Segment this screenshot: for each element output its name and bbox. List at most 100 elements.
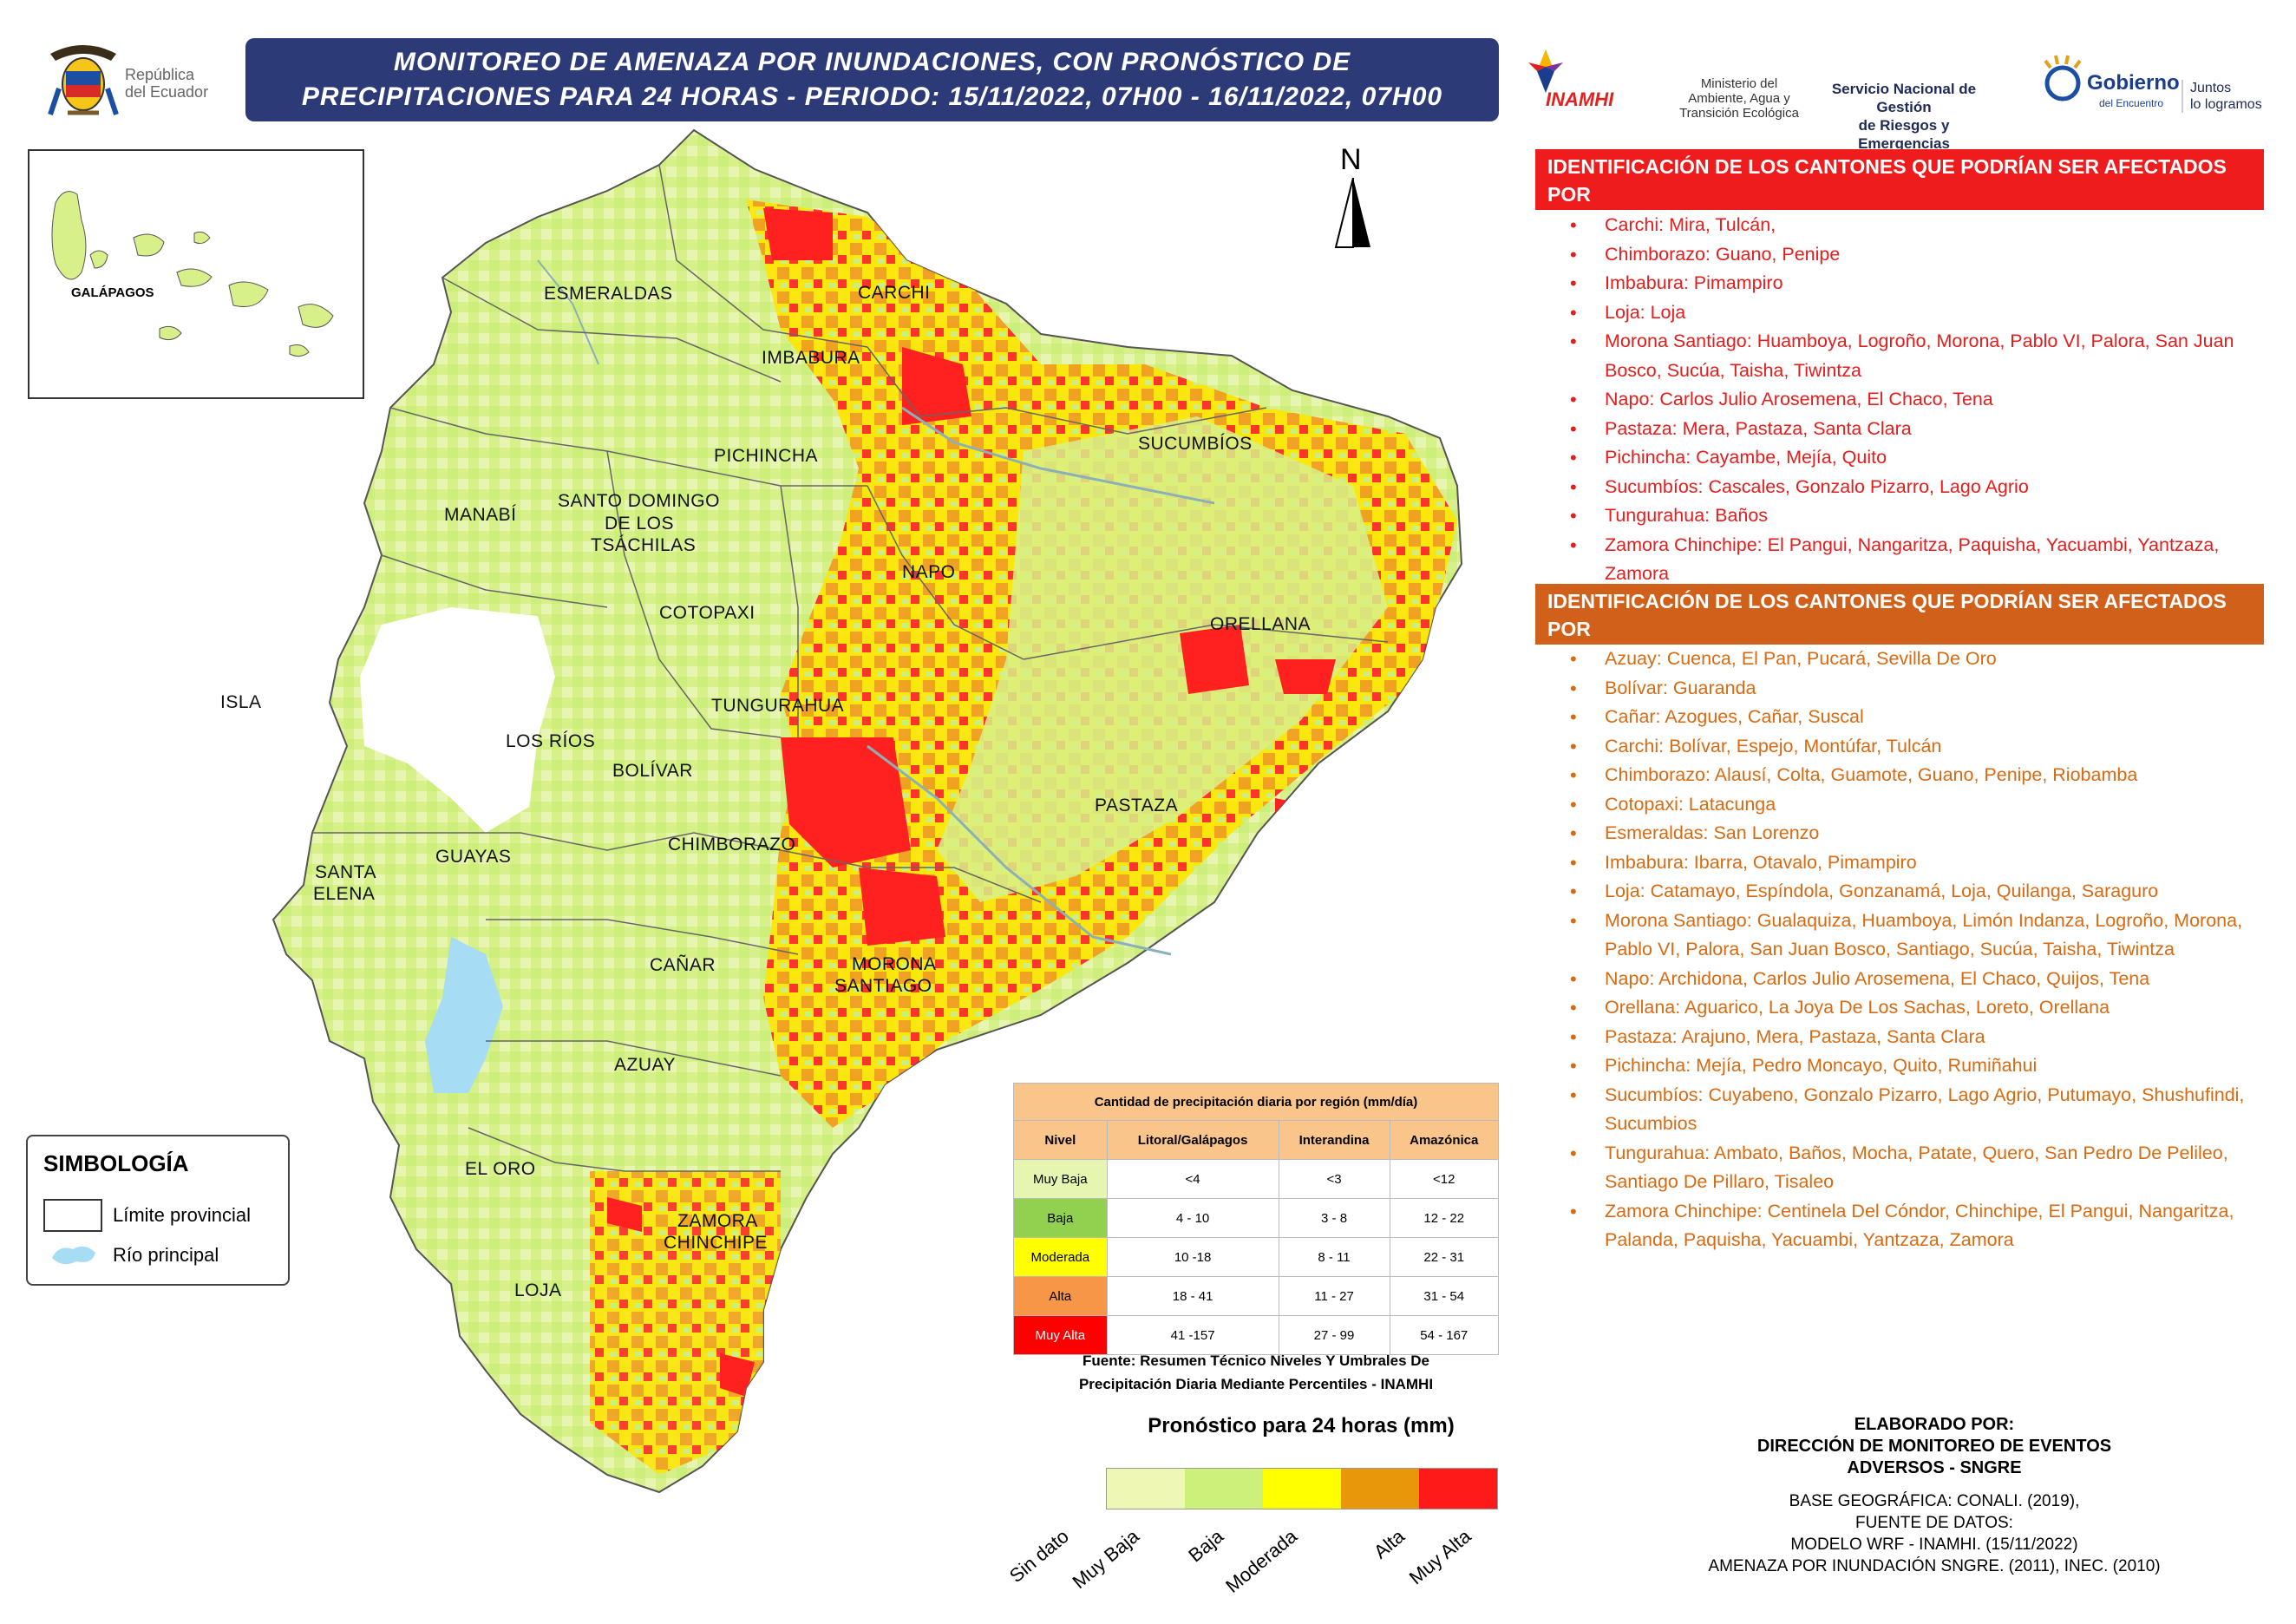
list-item: Sucumbíos: Cuyabeno, Gonzalo Pizarro, La… [1570, 1081, 2264, 1139]
list-item: Napo: Archidona, Carlos Julio Arosemena,… [1570, 965, 2264, 994]
alta-heading-line1: IDENTIFICACIÓN DE LOS CANTONES QUE PODRÍ… [1547, 590, 2227, 640]
list-item: Tungurahua: Ambato, Baños, Mocha, Patate… [1570, 1139, 2264, 1197]
table-header-nivel: Nivel [1013, 1120, 1108, 1160]
scale-swatch-moderada [1263, 1469, 1341, 1509]
list-item: Orellana: Aguarico, La Joya De Los Sacha… [1570, 993, 2264, 1023]
muy-alta-list: Carchi: Mira, Tulcán, Chimborazo: Guano,… [1570, 211, 2264, 589]
list-item: Chimborazo: Guano, Penipe [1570, 240, 2264, 270]
forecast-scale-title: Pronóstico para 24 horas (mm) [1148, 1414, 1455, 1437]
ecuador-map [272, 129, 1462, 1493]
label-bolivar: BOLÍVAR [612, 761, 693, 781]
inamhi-text: INAMHI [1546, 88, 1614, 110]
list-item: Zamora Chinchipe: Centinela Del Cóndor, … [1570, 1197, 2264, 1255]
ministerio-line2: Ambiente, Agua y [1688, 91, 1790, 106]
label-zamora-chinchipe-2: CHINCHIPE [664, 1233, 769, 1253]
label-imbabura: IMBABURA [762, 348, 860, 368]
ministerio-logo: Ministerio del Ambiente, Agua y Transici… [1678, 76, 1800, 121]
list-item: Morona Santiago: Gualaquiza, Huamboya, L… [1570, 907, 2264, 965]
table-source-line2: Precipitación Diaria Mediante Percentile… [1078, 1376, 1434, 1392]
river-swatch-icon [52, 1246, 95, 1265]
label-santo-domingo-1: SANTO DOMINGO [558, 491, 720, 511]
litoral-cell: 10 -18 [1106, 1237, 1279, 1277]
symbology-legend: SIMBOLOGÍA Límite provincial Río princip… [26, 1135, 290, 1286]
level-cell: Muy Baja [1013, 1159, 1108, 1199]
list-item: Cañar: Azogues, Cañar, Suscal [1570, 703, 2264, 732]
list-item: Imbabura: Pimampiro [1570, 269, 2264, 298]
scale-swatch-alta [1341, 1469, 1419, 1509]
list-item: Pichincha: Cayambe, Mejía, Quito [1570, 443, 2264, 473]
muy-alta-heading: IDENTIFICACIÓN DE LOS CANTONES QUE PODRÍ… [1535, 149, 2264, 233]
label-esmeraldas: ESMERALDAS [544, 284, 673, 304]
interandina-cell: <3 [1278, 1159, 1390, 1199]
list-item: Sucumbíos: Cascales, Gonzalo Pizarro, La… [1570, 473, 2264, 502]
alta-heading: IDENTIFICACIÓN DE LOS CANTONES QUE PODRÍ… [1535, 584, 2264, 668]
label-pichincha: PICHINCHA [714, 446, 819, 466]
coat-of-arms-icon [48, 45, 119, 115]
table-row: Muy Baja <4 <3 <12 [1013, 1159, 1499, 1199]
amazonica-cell: 54 - 167 [1389, 1315, 1499, 1355]
list-item: Loja: Loja [1570, 298, 2264, 328]
list-item: Pichincha: Mejía, Pedro Moncayo, Quito, … [1570, 1051, 2264, 1081]
label-los-rios: LOS RÍOS [506, 731, 596, 751]
ecuador-logo: República del Ecuador [42, 36, 241, 123]
alta-list: Azuay: Cuenca, El Pan, Pucará, Sevilla D… [1570, 645, 2264, 1255]
sngre-line2: de Riesgos y Emergencias [1858, 117, 1950, 152]
province-limit-swatch [43, 1199, 102, 1232]
gobierno-icon [2044, 55, 2082, 102]
label-carchi: CARCHI [858, 283, 931, 303]
label-morona-santiago-2: SANTIAGO [834, 976, 932, 996]
label-el-oro: EL ORO [465, 1159, 536, 1179]
gobierno-logo: Gobierno del Encuentro [2038, 52, 2212, 121]
juntos-logo: Juntos lo logramos [2182, 80, 2262, 113]
list-item: Pastaza: Arajuno, Mera, Pastaza, Santa C… [1570, 1023, 2264, 1052]
elaborado-line1: ELABORADO POR: [1854, 1415, 2015, 1434]
precipitation-table: Cantidad de precipitación diaria por reg… [1013, 1083, 1499, 1355]
label-zamora-chinchipe-1: ZAMORA [677, 1211, 758, 1231]
list-item: Loja: Catamayo, Espíndola, Gonzanamá, Lo… [1570, 877, 2264, 907]
base-line1: BASE GEOGRÁFICA: CONALI. (2019), [1789, 1492, 2080, 1510]
table-header-interandina: Interandina [1278, 1120, 1390, 1160]
galapagos-label: GALÁPAGOS [71, 285, 154, 300]
label-santa-elena-1: SANTA [315, 862, 376, 882]
litoral-cell: 18 - 41 [1106, 1276, 1279, 1316]
gobierno-text: Gobierno [2087, 71, 2180, 95]
list-item: Carchi: Mira, Tulcán, [1570, 211, 2264, 240]
label-orellana: ORELLANA [1210, 614, 1312, 634]
amazonica-cell: <12 [1389, 1159, 1499, 1199]
scale-swatch-muy-baja [1107, 1469, 1185, 1509]
elaborado-por: ELABORADO POR: DIRECCIÓN DE MONITOREO DE… [1691, 1414, 2177, 1479]
scale-swatch-baja [1185, 1469, 1263, 1509]
label-canar: CAÑAR [650, 955, 716, 975]
list-item: Carchi: Bolívar, Espejo, Montúfar, Tulcá… [1570, 732, 2264, 762]
interandina-cell: 11 - 27 [1278, 1276, 1390, 1316]
list-item: Morona Santiago: Huamboya, Logroño, Moro… [1570, 327, 2264, 385]
galapagos-map [51, 191, 334, 357]
amazonica-cell: 31 - 54 [1389, 1276, 1499, 1316]
list-item: Cotopaxi: Latacunga [1570, 790, 2264, 820]
label-tungurahua: TUNGURAHUA [711, 696, 845, 716]
interandina-cell: 8 - 11 [1278, 1237, 1390, 1277]
level-cell: Moderada [1013, 1237, 1108, 1277]
table-source-line1: Fuente: Resumen Técnico Niveles Y Umbral… [1083, 1352, 1429, 1369]
list-item: Pastaza: Mera, Pastaza, Santa Clara [1570, 415, 2264, 444]
list-item: Esmeraldas: San Lorenzo [1570, 819, 2264, 848]
base-line2: FUENTE DE DATOS: [1855, 1514, 2013, 1532]
title-line1: MONITOREO DE AMENAZA POR INUNDACIONES, C… [393, 48, 1351, 76]
galapagos-inset: GALÁPAGOS [28, 149, 364, 399]
page-title: MONITOREO DE AMENAZA POR INUNDACIONES, C… [245, 38, 1499, 121]
litoral-cell: 41 -157 [1106, 1315, 1279, 1355]
label-cotopaxi: COTOPAXI [659, 603, 756, 623]
north-arrow-icon [1334, 178, 1370, 248]
forecast-color-scale [1106, 1468, 1498, 1509]
litoral-cell: 4 - 10 [1106, 1198, 1279, 1238]
label-santo-domingo-2: DE LOS [605, 514, 675, 534]
river-label: Río principal [113, 1244, 219, 1266]
inamhi-icon [1528, 49, 1563, 93]
list-item: Zamora Chinchipe: El Pangui, Nangaritza,… [1570, 531, 2264, 589]
juntos-line2: lo logramos [2190, 97, 2262, 112]
inamhi-logo: INAMHI [1520, 45, 1613, 123]
sngre-line1: Servicio Nacional de Gestión [1831, 81, 1977, 115]
list-item: Imbabura: Ibarra, Otavalo, Pimampiro [1570, 848, 2264, 878]
juntos-line1: Juntos [2190, 81, 2232, 95]
ministerio-line1: Ministerio del [1700, 76, 1778, 91]
